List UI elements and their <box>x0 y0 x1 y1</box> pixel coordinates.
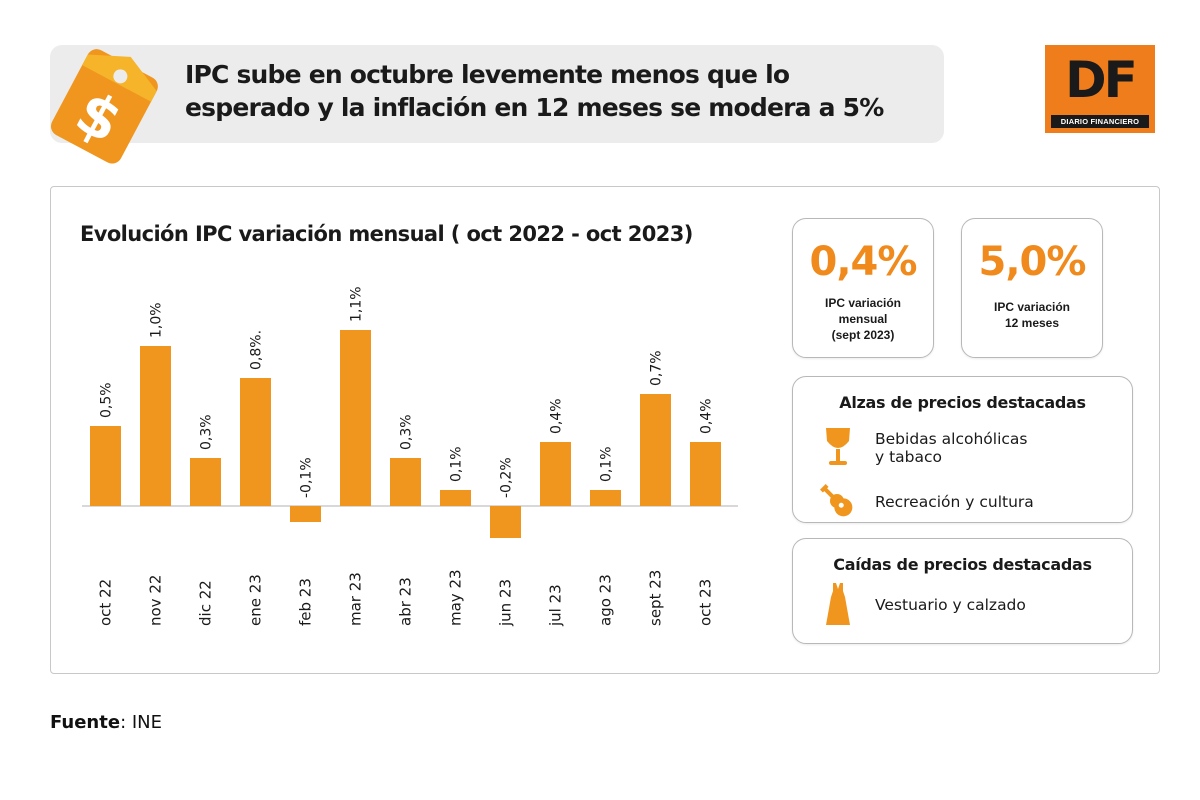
stat-card-monthly: 0,4% IPC variación mensual (sept 2023) <box>792 218 934 358</box>
data-label: -0,2% <box>499 457 515 498</box>
stat-value-annual: 5,0% <box>978 239 1087 285</box>
fall-item-1: Vestuario y calzado <box>875 596 1026 614</box>
price-rises-title: Alzas de precios destacadas <box>839 393 1086 412</box>
bar <box>140 346 171 506</box>
x-tick-label: jun 23 <box>497 579 515 627</box>
price-tag-icon: $ <box>50 49 158 164</box>
df-logo: DF DIARIO FINANCIERO <box>1045 45 1155 133</box>
rise-item-1: Bebidas alcohólicas y tabaco <box>875 430 1028 466</box>
headline: IPC sube en octubre levemente menos que … <box>185 58 925 124</box>
bar-chart: 0,5% oct 22 1,0% nov 22 0,3% dic 22 0,8%. ene 2… <box>82 286 738 627</box>
stat-value-monthly: 0,4% <box>809 239 918 285</box>
bar <box>490 506 521 538</box>
bar <box>440 490 471 506</box>
x-tick-label: feb 23 <box>297 578 315 626</box>
df-logo-letters: DF <box>1065 51 1138 109</box>
x-tick-label: nov 22 <box>147 575 165 626</box>
price-rises-card: Alzas de precios destacadas Bebidas alco… <box>792 376 1133 523</box>
rise-item-2: Recreación y cultura <box>875 493 1034 511</box>
wine-glass-icon <box>826 428 850 465</box>
x-tick-label: ago 23 <box>597 574 615 626</box>
data-label: 0,4% <box>549 398 565 434</box>
dress-icon <box>826 583 850 625</box>
chart-title: Evolución IPC variación mensual ( oct 20… <box>80 222 693 246</box>
headline-line-2: esperado y la inflación en 12 meses se m… <box>185 93 884 122</box>
bar <box>690 442 721 506</box>
data-label: 0,1% <box>449 446 465 482</box>
data-label: 0,3% <box>199 414 215 450</box>
bar <box>290 506 321 522</box>
bar <box>90 426 121 506</box>
source-value: INE <box>131 712 163 733</box>
bar <box>190 458 221 506</box>
data-label: 0,5% <box>99 382 115 418</box>
x-tick-label: sept 23 <box>647 570 665 626</box>
x-tick-label: dic 22 <box>197 580 215 626</box>
bar <box>240 378 271 506</box>
source-separator: : <box>120 712 132 733</box>
df-logo-name: DIARIO FINANCIERO <box>1051 115 1149 128</box>
bar <box>640 394 671 506</box>
source-note: Fuente: INE <box>50 712 162 733</box>
price-falls-card: Caídas de precios destacadas Vestuario y… <box>792 538 1133 644</box>
x-tick-label: oct 23 <box>697 579 715 626</box>
data-label: -0,1% <box>299 457 315 498</box>
stat-label-annual: IPC variación 12 meses <box>993 300 1071 330</box>
x-tick-label: oct 22 <box>97 579 115 626</box>
headline-banner <box>50 45 944 143</box>
guitar-icon <box>820 484 853 517</box>
bar <box>540 442 571 506</box>
bar <box>390 458 421 506</box>
price-falls-title: Caídas de precios destacadas <box>833 555 1092 574</box>
data-label: 1,1% <box>349 286 365 322</box>
x-tick-label: may 23 <box>447 569 465 626</box>
stat-label-monthly: IPC variación mensual (sept 2023) <box>824 296 902 342</box>
data-label: 0,4% <box>699 398 715 434</box>
x-tick-label: abr 23 <box>397 577 415 626</box>
data-label: 0,3% <box>399 414 415 450</box>
bar <box>590 490 621 506</box>
data-label: 0,1% <box>599 446 615 482</box>
x-tick-label: ene 23 <box>247 574 265 626</box>
data-label: 1,0% <box>149 302 165 338</box>
stat-card-annual: 5,0% IPC variación 12 meses <box>961 218 1103 358</box>
data-label: 0,8%. <box>249 330 265 370</box>
x-tick-label: jul 23 <box>547 584 565 627</box>
x-tick-label: mar 23 <box>347 572 365 626</box>
headline-line-1: IPC sube en octubre levemente menos que … <box>185 60 790 89</box>
data-label: 0,7% <box>649 350 665 386</box>
bar <box>340 330 371 506</box>
source-label: Fuente <box>50 712 121 733</box>
